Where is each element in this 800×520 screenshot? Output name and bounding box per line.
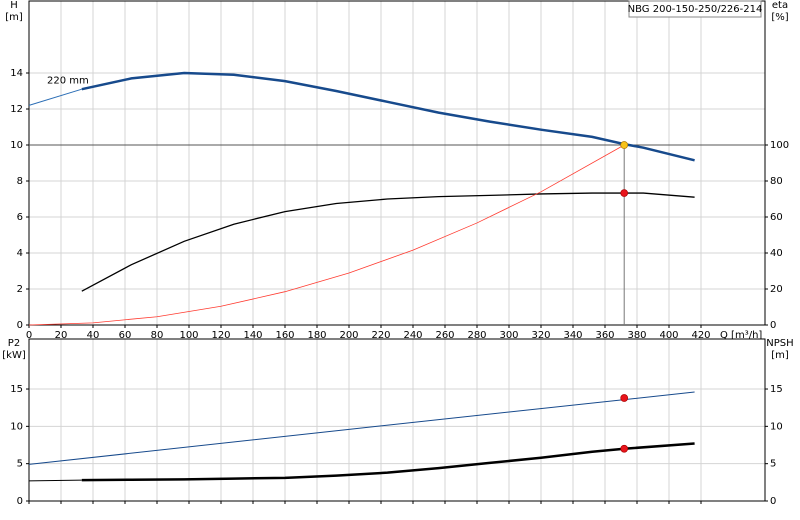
y-tick-label: 12 — [10, 104, 23, 115]
x-tick-label: 100 — [179, 330, 198, 341]
x-tick-label: 360 — [595, 330, 614, 341]
x-tick-label: 380 — [627, 330, 646, 341]
y2-tick-label: 20 — [770, 284, 783, 295]
y2-tick-label: 10 — [770, 421, 783, 432]
curve — [28, 88, 82, 106]
x-tick-label: 180 — [307, 330, 326, 341]
y-axis-label: P2 — [8, 338, 20, 349]
x-tick-label: 280 — [467, 330, 486, 341]
x-tick-label: 240 — [403, 330, 422, 341]
plot-area — [29, 1, 765, 325]
x-tick-label: 200 — [339, 330, 358, 341]
y2-axis-label: [m] — [771, 350, 789, 361]
curve — [28, 479, 82, 482]
x-tick-label: 320 — [531, 330, 550, 341]
title-box — [628, 0, 762, 18]
x-tick-label: 0 — [26, 330, 32, 341]
operating-point — [620, 394, 629, 402]
y-tick-label: 5 — [17, 459, 23, 470]
y2-tick-label: 100 — [770, 140, 789, 151]
y2-tick-label: 60 — [770, 212, 783, 223]
y-tick-label: 8 — [17, 176, 23, 187]
x-tick-label: 20 — [55, 330, 68, 341]
y-axis-label: [m] — [5, 12, 23, 23]
plot-border — [28, 0, 766, 326]
y-tick-label: 10 — [10, 140, 23, 151]
plot-border — [28, 338, 766, 502]
curve — [81, 71, 695, 162]
y-tick-label: 0 — [17, 496, 23, 507]
y2-axis-label: [%] — [771, 12, 788, 23]
x-tick-label: 220 — [371, 330, 390, 341]
y2-tick-label: 80 — [770, 176, 783, 187]
x-tick-label: 60 — [119, 330, 132, 341]
y-axis-label: [kW] — [2, 350, 26, 361]
plot-area — [29, 339, 765, 501]
chart-title: NBG 200-150-250/226-214 — [628, 4, 763, 15]
y-tick-label: 0 — [17, 320, 23, 331]
x-tick-label: 140 — [243, 330, 262, 341]
operating-point — [620, 444, 629, 453]
x-tick-label: 400 — [659, 330, 678, 341]
curve — [81, 442, 695, 482]
y2-tick-label: 15 — [770, 384, 783, 395]
y-axis-label: H — [10, 0, 18, 11]
x-axis-label: Q [m³/h] — [720, 330, 762, 341]
y2-tick-label: 0 — [770, 320, 776, 331]
curve — [81, 192, 695, 292]
operating-point — [620, 141, 629, 149]
y2-axis-label: eta — [772, 0, 788, 11]
operating-point — [620, 189, 629, 197]
x-tick-label: 40 — [87, 330, 100, 341]
y-tick-label: 6 — [17, 212, 23, 223]
y2-tick-label: 40 — [770, 248, 783, 259]
x-tick-label: 160 — [275, 330, 294, 341]
y2-axis-label: NPSH — [766, 338, 793, 349]
y-tick-label: 4 — [17, 248, 23, 259]
y2-tick-label: 0 — [770, 496, 776, 507]
curve — [28, 391, 695, 465]
y-tick-label: 15 — [10, 384, 23, 395]
x-tick-label: 300 — [499, 330, 518, 341]
y-tick-label: 2 — [17, 284, 23, 295]
x-tick-label: 80 — [151, 330, 164, 341]
curve-annotation: 220 mm — [47, 75, 89, 86]
curve — [28, 144, 625, 326]
x-tick-label: 120 — [211, 330, 230, 341]
x-tick-label: 260 — [435, 330, 454, 341]
x-tick-label: 340 — [563, 330, 582, 341]
y-tick-label: 10 — [10, 421, 23, 432]
y-tick-label: 14 — [10, 68, 23, 79]
y2-tick-label: 5 — [770, 459, 776, 470]
x-tick-label: 420 — [691, 330, 710, 341]
